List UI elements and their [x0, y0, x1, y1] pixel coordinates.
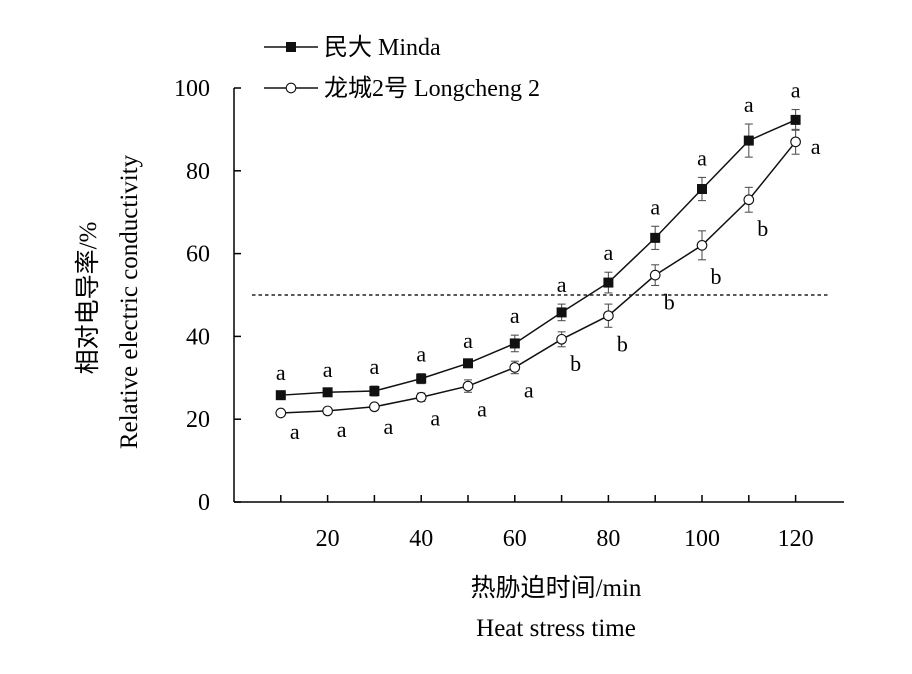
significance-label: a	[290, 419, 300, 444]
series-line	[280, 141, 797, 414]
significance-label: a	[384, 414, 394, 439]
data-point	[416, 373, 427, 384]
y-tick-label: 40	[186, 324, 210, 350]
data-point	[369, 401, 380, 413]
significance-label: b	[570, 351, 581, 376]
significance-label: a	[323, 357, 333, 382]
significance-label: a	[463, 328, 473, 353]
data-point	[743, 135, 754, 146]
series-line	[280, 119, 796, 396]
significance-label: a	[337, 417, 347, 442]
data-point	[509, 338, 520, 349]
data-point	[415, 391, 427, 403]
x-tick-label: 40	[409, 526, 433, 552]
data-point	[369, 386, 380, 397]
legend-label: 民大 Minda	[324, 34, 441, 61]
x-axis-title-cn: 热胁迫时间/min	[471, 574, 642, 602]
legend-label: 龙城2号 Longcheng 2	[324, 75, 540, 102]
data-point	[697, 184, 707, 195]
data-point	[462, 380, 474, 392]
legend-marker	[285, 82, 297, 94]
data-point	[743, 194, 755, 206]
significance-label: b	[711, 264, 722, 289]
significance-label: b	[757, 216, 768, 241]
x-tick-label: 80	[596, 526, 620, 552]
series-layer	[275, 108, 801, 419]
x-tick-label: 120	[778, 526, 814, 552]
significance-label: a	[510, 303, 520, 328]
y-tick-label: 20	[186, 407, 210, 433]
data-point	[556, 333, 567, 345]
data-point	[275, 390, 286, 401]
y-tick-label: 100	[174, 76, 210, 102]
x-tick-label: 100	[684, 526, 720, 552]
significance-label: b	[664, 289, 675, 314]
data-point	[696, 239, 708, 251]
data-point	[322, 387, 333, 398]
significance-label: a	[416, 342, 426, 367]
significance-label: a	[524, 378, 534, 403]
axes: 0 20 40 60 80 100 20 40 60 80 100 120	[174, 76, 844, 552]
y-axis-title-cn: 相对电导率/%	[74, 222, 102, 375]
significance-label: a	[650, 194, 660, 219]
significance-label: a	[430, 405, 440, 430]
data-point	[322, 405, 333, 417]
significance-label: a	[697, 145, 707, 170]
data-point	[649, 269, 661, 281]
data-point	[790, 114, 801, 125]
data-point	[603, 277, 614, 288]
data-point	[275, 407, 287, 419]
y-axis-title-en: Relative electric conductivity	[116, 154, 143, 449]
y-tick-label: 80	[186, 159, 210, 185]
y-tick-label: 0	[198, 490, 210, 516]
significance-label: a	[370, 354, 380, 379]
series-longcheng-2	[275, 128, 801, 419]
significance-label: a	[557, 272, 567, 297]
legend-marker	[286, 42, 296, 52]
significance-label: a	[791, 78, 801, 103]
significance-label: a	[477, 396, 487, 421]
x-tick-label: 20	[316, 526, 340, 552]
y-tick-label: 60	[186, 242, 210, 268]
legend: 民大 Minda 龙城2号 Longcheng 2	[264, 34, 540, 102]
series-minda	[275, 108, 801, 401]
significance-label: a	[604, 240, 614, 265]
data-point	[790, 136, 801, 148]
significance-label: a	[276, 360, 286, 385]
x-tick-label: 60	[503, 526, 527, 552]
data-point	[603, 310, 614, 322]
data-point	[650, 232, 661, 243]
data-point	[463, 358, 473, 369]
x-axis-title-en: Heat stress time	[476, 615, 636, 642]
significance-label: b	[617, 331, 628, 356]
significance-label: a	[811, 134, 821, 159]
significance-labels: a a a a a a a a a a a a a a a a a a b b b b b a	[276, 78, 821, 445]
data-point	[556, 307, 567, 318]
data-point	[509, 362, 521, 373]
significance-label: a	[744, 92, 754, 117]
